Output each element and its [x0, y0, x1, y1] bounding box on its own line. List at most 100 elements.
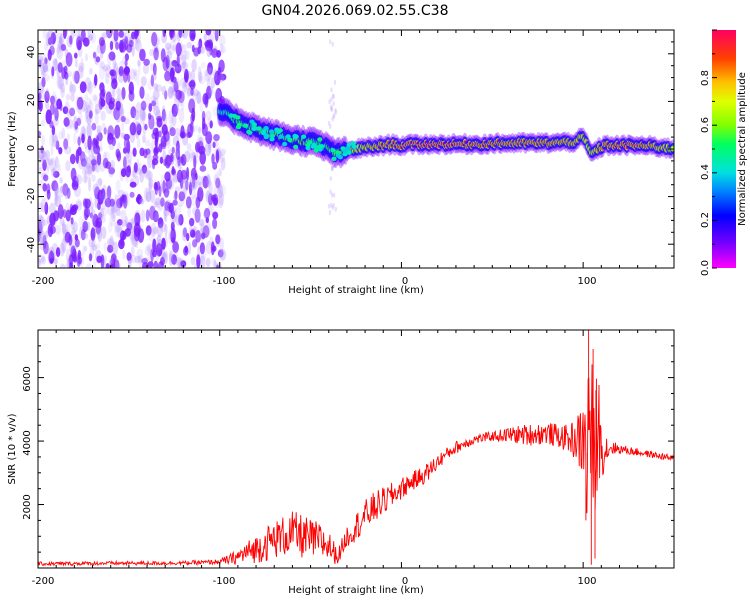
noise-blob [332, 93, 335, 99]
noise-blob [68, 262, 74, 268]
noise-blob [41, 256, 46, 265]
top-xtick-label: 0 [402, 276, 408, 287]
noise-blob [214, 30, 219, 42]
noise-blob [106, 245, 114, 253]
noise-blob [158, 195, 164, 206]
noise-blob [91, 240, 95, 250]
noise-blob [134, 70, 141, 77]
noise-blob [172, 199, 178, 206]
noise-blob [42, 183, 47, 192]
bot-y-axis-label: SNR (10 * v/v) [7, 413, 18, 484]
noise-blob [142, 63, 149, 75]
noise-blob [189, 229, 196, 238]
noise-blob [57, 62, 63, 73]
noise-blob [113, 62, 119, 78]
noise-blob [215, 234, 221, 245]
noise-blob [44, 150, 51, 161]
noise-blob [71, 180, 79, 191]
noise-blob [103, 64, 111, 72]
top-ytick-label: 40 [26, 46, 37, 59]
noise-blob [162, 149, 167, 164]
noise-blob [141, 258, 148, 265]
noise-blob [61, 238, 67, 253]
noise-blob [218, 195, 224, 209]
noise-blob [50, 143, 54, 156]
noise-blob [220, 148, 226, 156]
noise-blob [87, 135, 92, 151]
noise-blob [209, 85, 214, 95]
noise-blob [148, 179, 152, 195]
noise-blob [175, 143, 179, 152]
noise-blob [97, 228, 103, 241]
noise-blob [220, 157, 226, 171]
noise-blob [140, 100, 147, 111]
noise-blob [167, 86, 173, 100]
noise-blob [94, 186, 101, 200]
noise-blob [38, 155, 42, 170]
noise-blob [51, 66, 55, 77]
noise-blob [120, 132, 126, 139]
ridge-spot [301, 134, 307, 139]
noise-blob [80, 228, 86, 241]
noise-blob [57, 204, 64, 220]
noise-blob [74, 185, 78, 192]
noise-blob [137, 59, 141, 67]
ridge-spot [311, 142, 317, 148]
noise-blob [65, 209, 71, 222]
noise-blob [89, 212, 93, 219]
noise-blob [136, 248, 144, 259]
noise-blob [175, 42, 182, 57]
noise-blob [169, 40, 177, 51]
noise-blob [108, 258, 114, 265]
noise-blob [178, 191, 186, 202]
noise-blob [44, 201, 49, 215]
ridge-spot [269, 129, 275, 134]
noise-blob [111, 205, 118, 214]
ridge-spot [335, 153, 341, 158]
noise-blob [117, 86, 121, 102]
noise-blob [183, 81, 188, 93]
noise-blob [145, 209, 150, 222]
noise-blob [204, 95, 209, 108]
noise-blob [115, 100, 122, 111]
noise-blob [143, 166, 148, 178]
noise-blob [109, 196, 113, 207]
noise-blob [328, 99, 331, 105]
noise-blob [166, 46, 170, 57]
noise-blob [330, 107, 334, 113]
noise-blob [181, 54, 187, 69]
noise-blob [200, 255, 206, 268]
noise-blob [171, 103, 178, 117]
noise-blob [112, 241, 119, 256]
noise-blob [90, 227, 96, 241]
noise-blob [186, 88, 193, 97]
noise-blob [70, 205, 77, 212]
noise-blob [108, 167, 115, 175]
bot-ytick-label: 4000 [22, 430, 33, 455]
noise-blob [219, 184, 227, 197]
noise-blob [200, 46, 205, 54]
noise-blob [174, 92, 181, 107]
noise-blob [62, 30, 67, 40]
noise-blob [44, 90, 50, 104]
noise-blob [164, 201, 170, 211]
noise-blob [64, 145, 72, 155]
noise-blob [106, 201, 114, 216]
noise-blob [126, 159, 132, 168]
noise-blob [43, 174, 49, 182]
noise-blob [94, 243, 101, 250]
noise-blob [210, 77, 216, 89]
noise-blob [207, 62, 213, 75]
noise-blob [176, 140, 180, 154]
noise-blob [91, 174, 96, 183]
noise-blob [88, 253, 93, 262]
noise-blob [190, 256, 196, 266]
noise-blob [136, 123, 142, 136]
noise-blob [122, 55, 127, 65]
noise-blob [156, 223, 163, 238]
noise-blob [103, 127, 107, 135]
noise-blob [84, 93, 89, 101]
noise-blob [168, 202, 174, 214]
noise-blob [197, 245, 201, 258]
noise-blob [207, 117, 212, 126]
